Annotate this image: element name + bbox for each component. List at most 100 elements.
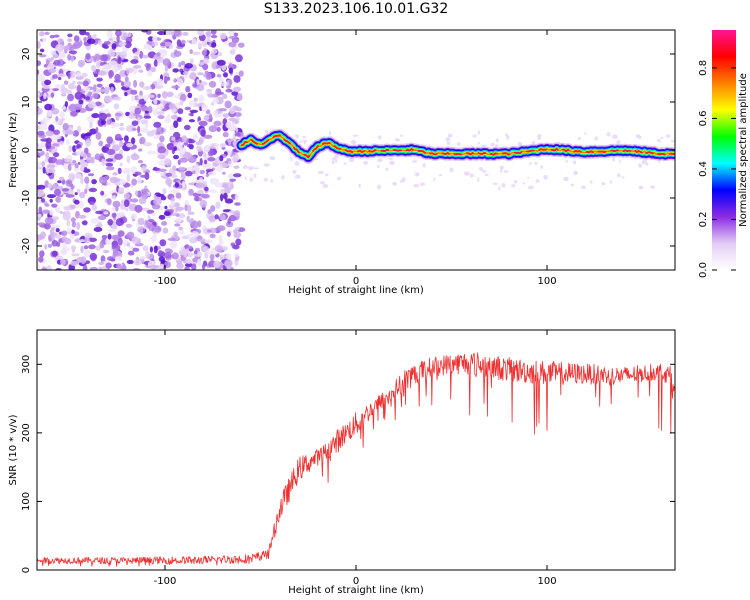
noise-blob [127, 250, 135, 256]
noise-blob [125, 223, 133, 228]
noise-speckle [343, 162, 347, 165]
noise-blob [137, 125, 141, 134]
noise-blob [67, 54, 72, 61]
noise-speckle [500, 169, 503, 173]
noise-blob [73, 41, 82, 49]
noise-blob [72, 160, 77, 164]
noise-blob [87, 173, 95, 177]
noise-blob [120, 199, 125, 206]
noise-blob [204, 159, 208, 165]
noise-speckle [363, 161, 369, 165]
noise-blob [235, 127, 239, 133]
y-tick-label: 0 [21, 567, 32, 573]
noise-speckle [477, 141, 480, 145]
noise-speckle [263, 177, 269, 182]
noise-blob [174, 102, 181, 109]
noise-blob [219, 32, 227, 40]
noise-blob [207, 209, 212, 214]
noise-speckle [243, 164, 248, 169]
noise-blob [218, 254, 227, 258]
noise-blob [202, 151, 206, 158]
noise-blob [126, 174, 131, 183]
noise-speckle [446, 141, 451, 145]
noise-blob [102, 249, 110, 254]
noise-blob [84, 232, 93, 240]
noise-speckle [376, 165, 380, 168]
noise-speckle [492, 182, 498, 185]
noise-blob [82, 87, 91, 92]
noise-blob [37, 41, 41, 49]
noise-blob [47, 63, 54, 68]
noise-blob [106, 118, 113, 125]
noise-blob [222, 192, 228, 200]
noise-blob [72, 80, 76, 85]
noise-blob [209, 253, 215, 261]
noise-blob [178, 166, 186, 171]
colorbar-tick-label: 0.2 [698, 212, 709, 228]
noise-blob [192, 133, 199, 141]
noise-blob [80, 176, 84, 185]
noise-speckle [294, 174, 301, 179]
noise-blob [178, 226, 184, 231]
noise-speckle [535, 179, 540, 183]
noise-blob [153, 198, 163, 205]
noise-blob [115, 206, 119, 212]
noise-blob [214, 182, 224, 188]
noise-blob [155, 126, 165, 135]
noise-blob [153, 59, 158, 67]
noise-blob [76, 256, 84, 263]
noise-blob [76, 144, 82, 149]
noise-blob [91, 113, 100, 119]
noise-blob [58, 50, 65, 58]
noise-blob [160, 259, 165, 265]
noise-blob [117, 167, 122, 175]
noise-blob [45, 130, 54, 137]
noise-blob [214, 245, 223, 253]
y-tick-label: -20 [21, 238, 32, 254]
colorbar-tick-label: 0.4 [698, 161, 709, 177]
noise-speckle [413, 184, 420, 188]
noise-blob [166, 91, 174, 98]
noise-blob [89, 252, 98, 261]
noise-blob [170, 174, 178, 178]
noise-blob [91, 65, 97, 72]
noise-speckle [528, 185, 534, 190]
noise-blob [95, 132, 102, 140]
noise-speckle [522, 182, 526, 185]
noise-blob [159, 135, 165, 143]
noise-speckle [392, 181, 398, 186]
noise-blob [227, 173, 233, 179]
noise-blob [220, 82, 229, 87]
noise-blob [88, 237, 97, 242]
noise-blob [89, 128, 97, 135]
noise-blob [228, 41, 237, 48]
noise-blob [143, 142, 152, 147]
noise-blob [233, 165, 240, 169]
noise-speckle [294, 161, 300, 166]
noise-blob [63, 80, 69, 85]
noise-blob [188, 100, 195, 108]
x-tick-label: 0 [353, 576, 359, 587]
noise-blob [105, 166, 115, 171]
noise-blob [171, 212, 178, 216]
noise-speckle [334, 155, 340, 158]
noise-blob [222, 131, 229, 138]
noise-blob [126, 231, 135, 239]
noise-speckle [537, 134, 542, 138]
noise-blob [189, 236, 198, 244]
noise-blob [216, 126, 221, 132]
noise-blob [124, 92, 128, 97]
noise-blob [205, 72, 212, 80]
noise-blob [85, 184, 89, 190]
noise-blob [40, 138, 50, 142]
noise-blob [138, 159, 143, 164]
noise-blob [184, 106, 192, 111]
noise-blob [126, 143, 134, 148]
noise-blob [189, 109, 199, 113]
noise-blob [186, 258, 192, 265]
noise-blob [210, 34, 218, 39]
noise-blob [234, 112, 242, 117]
noise-blob [78, 99, 84, 105]
noise-blob [207, 229, 212, 233]
